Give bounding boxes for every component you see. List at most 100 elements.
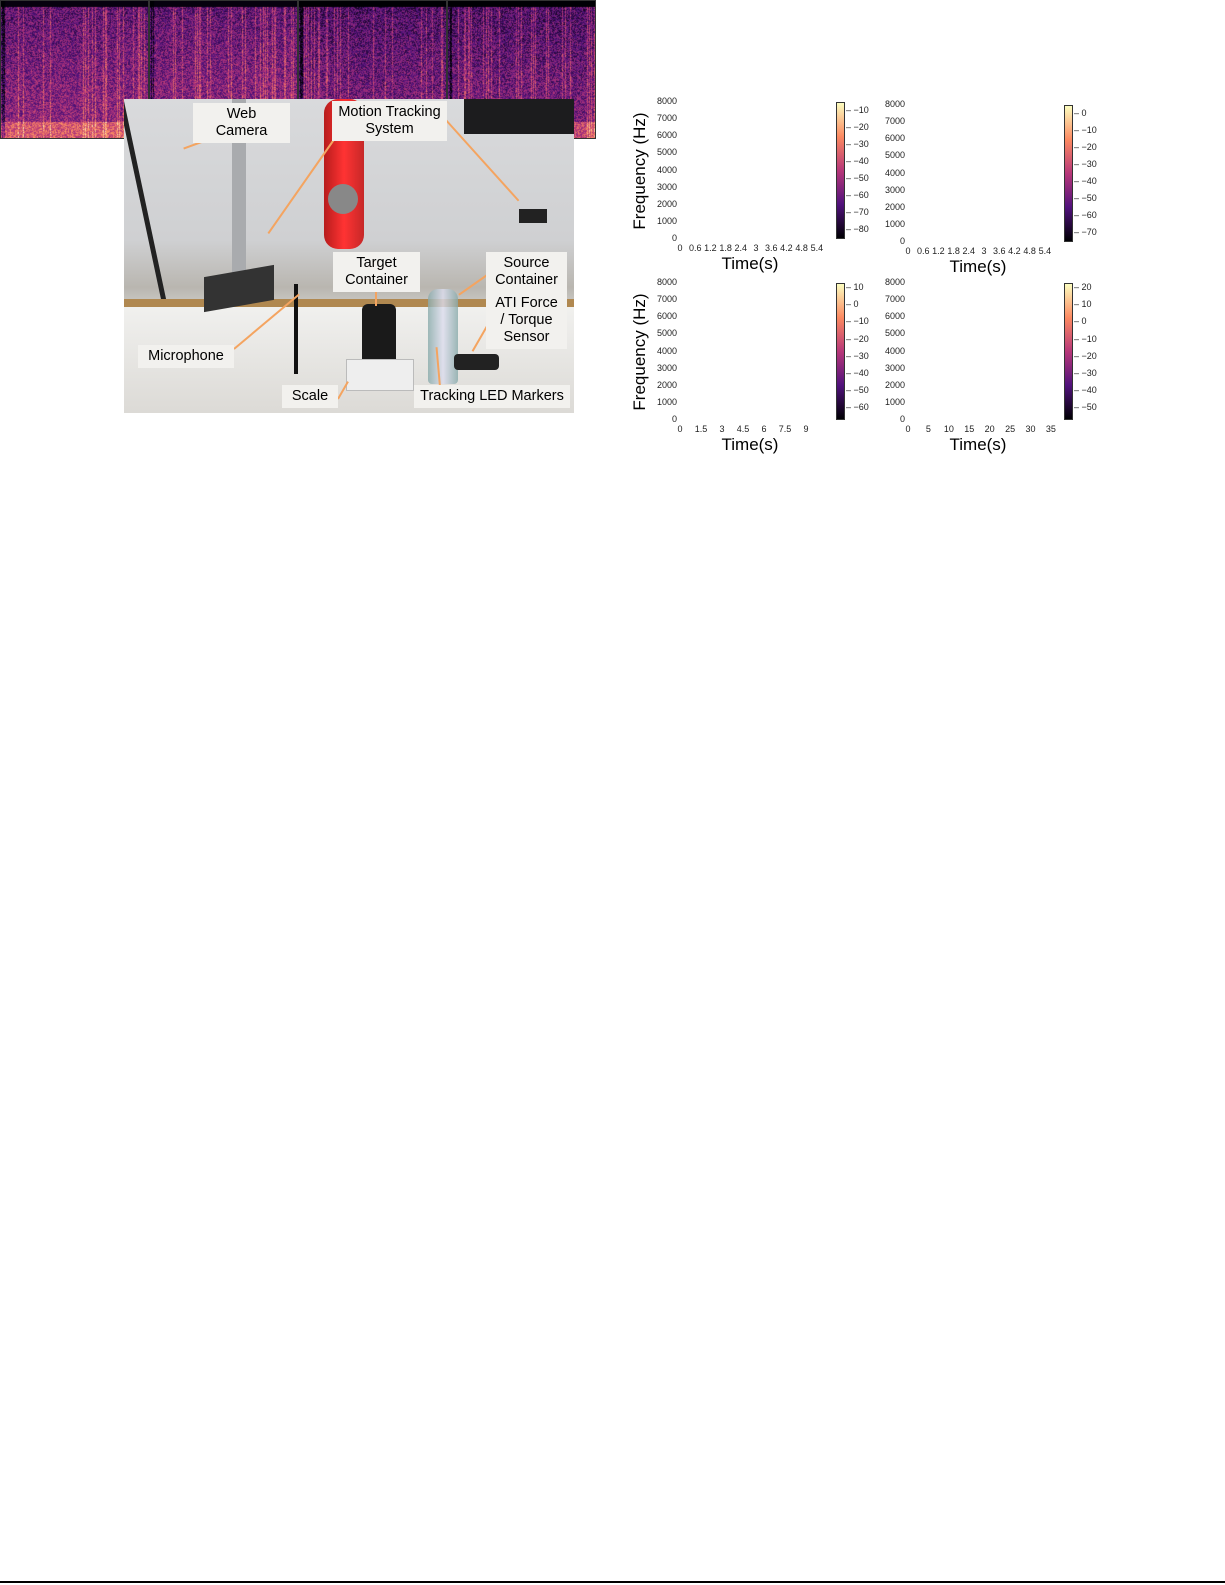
y-tick-label: 4000 [656, 345, 677, 356]
x-tick-label: 3.6 [992, 246, 1006, 256]
x-tick-label: 1.2 [704, 243, 717, 253]
y-tick-label: 6000 [656, 311, 677, 322]
x-tick-label: 4.8 [795, 243, 808, 253]
colorbar-tick-label: – −70 [1074, 227, 1097, 238]
label-microphone: Microphone [138, 345, 234, 368]
colorbar-tick-label: – −50 [846, 384, 869, 395]
y-tick-label: 7000 [884, 116, 905, 127]
colorbar [836, 102, 845, 239]
x-tick-label: 5.4 [810, 243, 824, 253]
y-tick-label: 7000 [656, 113, 677, 124]
colorbar-tick-label: – −60 [1074, 210, 1097, 221]
y-tick-label: 7000 [884, 294, 905, 305]
y-tick-label: 5000 [656, 147, 677, 158]
y-tick-label: 6000 [656, 130, 677, 141]
label-scale: Scale [282, 385, 338, 408]
target-container-object [362, 304, 396, 369]
y-tick-label: 5000 [884, 150, 905, 161]
y-tick-label: 1000 [884, 218, 905, 229]
x-tick-label: 0 [677, 243, 683, 253]
colorbar-tick-label: – −40 [1074, 384, 1097, 395]
colorbar-tick-label: – −70 [846, 207, 869, 218]
y-tick-label: 3000 [656, 181, 677, 192]
x-tick-label: 4.2 [780, 243, 793, 253]
colorbar-tick-label: – 10 [846, 282, 864, 293]
robot-joint [328, 184, 358, 214]
colorbar-tick-label: – 20 [1074, 282, 1092, 293]
colorbar-tick-label: – −40 [846, 367, 869, 378]
x-tick-label: 5.4 [1038, 246, 1052, 256]
y-tick-label: 8000 [656, 96, 677, 106]
y-tick-label: 2000 [884, 379, 905, 390]
x-tick-label: 0 [677, 424, 683, 434]
colorbar-tick-label: – 0 [1074, 316, 1087, 327]
colorbar-tick-label: – −80 [846, 224, 869, 235]
colorbar-tick-label: – 0 [846, 299, 859, 310]
x-tick-label: 3.6 [764, 243, 778, 253]
y-tick-label: 1000 [884, 396, 905, 407]
x-tick-label: 1.5 [694, 424, 708, 434]
colorbar-tick-label: – −40 [846, 155, 869, 166]
colorbar-tick-label: – −20 [1074, 141, 1097, 152]
colorbar-tick-label: – −60 [846, 190, 869, 201]
x-axis-label: Time(s) [721, 254, 779, 273]
colorbar-tick-label: – −20 [1074, 350, 1097, 361]
page-rule [0, 1581, 1225, 1583]
y-tick-label: 6000 [884, 133, 905, 144]
y-tick-label: 0 [899, 414, 905, 424]
x-tick-label: 2.4 [962, 246, 976, 256]
x-axis-label: Time(s) [721, 435, 779, 454]
colorbar-tick-label: – −10 [846, 104, 869, 115]
label-ati-sensor: ATI Force / Torque Sensor [486, 292, 567, 349]
x-tick-label: 4.5 [736, 424, 750, 434]
aluminium-frame [232, 99, 246, 299]
x-axis-label: Time(s) [949, 435, 1007, 454]
label-target-container: Target Container [333, 252, 420, 292]
y-tick-label: 3000 [656, 362, 677, 373]
y-tick-label: 4000 [884, 345, 905, 356]
colorbar-tick-label: – −10 [846, 316, 869, 327]
webcam-right [519, 209, 547, 223]
x-tick-label: 4.8 [1023, 246, 1036, 256]
bottle-object [428, 289, 458, 384]
y-tick-label: 3000 [884, 184, 905, 195]
force-sensor-object [454, 354, 499, 370]
x-tick-label: 0.6 [916, 246, 930, 256]
x-tick-label: 0.6 [688, 243, 702, 253]
y-tick-label: 0 [899, 236, 905, 246]
x-tick-label: 4.2 [1008, 246, 1021, 256]
x-tick-label: 3 [981, 246, 987, 256]
x-tick-label: 0 [905, 424, 911, 434]
x-tick-label: 6 [761, 424, 767, 434]
colorbar-tick-label: – −50 [1074, 193, 1097, 204]
y-tick-label: 8000 [884, 277, 905, 287]
colorbar-tick-label: – −40 [1074, 176, 1097, 187]
y-tick-label: 5000 [656, 328, 677, 339]
colorbar-tick-label: – −10 [1074, 333, 1097, 344]
colorbar [836, 283, 845, 420]
y-tick-label: 2000 [656, 379, 677, 390]
colorbar-tick-label: – −50 [1074, 402, 1097, 412]
x-tick-label: 10 [943, 424, 954, 434]
label-web-camera: Web Camera [193, 103, 290, 143]
x-tick-label: 7.5 [778, 424, 792, 434]
colorbar-tick-label: – 0 [1074, 107, 1087, 118]
window-dark [464, 99, 574, 134]
y-tick-label: 7000 [656, 294, 677, 305]
x-tick-label: 2.4 [734, 243, 748, 253]
x-tick-label: 25 [1005, 424, 1016, 434]
y-tick-label: 1000 [656, 396, 677, 407]
colorbar-tick-label: – −20 [846, 121, 869, 132]
colorbar [1064, 105, 1073, 242]
label-source-container: Source Container [486, 252, 567, 292]
y-tick-label: 5000 [884, 328, 905, 339]
colorbar-tick-label: – −60 [846, 402, 869, 412]
x-tick-label: 30 [1025, 424, 1036, 434]
x-tick-label: 3 [753, 243, 759, 253]
colorbar-tick-label: – −20 [846, 333, 869, 344]
y-tick-label: 0 [671, 414, 677, 424]
y-tick-label: 2000 [884, 201, 905, 212]
y-tick-label: 4000 [656, 164, 677, 175]
y-tick-label: 8000 [656, 277, 677, 287]
x-tick-label: 35 [1045, 424, 1056, 434]
